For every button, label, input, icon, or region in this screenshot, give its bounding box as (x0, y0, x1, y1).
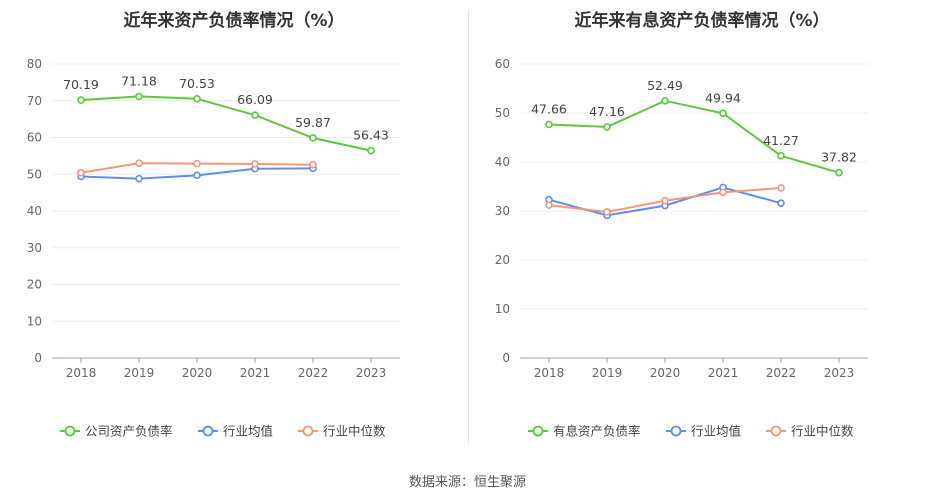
y-tick-label: 50 (27, 167, 42, 181)
y-tick-label: 50 (495, 106, 510, 120)
x-tick-label: 2019 (592, 366, 623, 380)
data-label: 56.43 (353, 128, 389, 143)
legend-item-0: 公司资产负债率 (60, 424, 173, 439)
chart-title: 近年来资产负债率情况（%） (123, 11, 345, 31)
legend-marker-icon (770, 425, 782, 437)
data-point (77, 96, 85, 104)
line-chart-interest-debt-ratio: 0 10 20 30 40 50 60 2018 2019 2020 2021 2022 2023 47.… (495, 57, 868, 439)
data-label: 71.18 (121, 73, 157, 88)
x-tick-label: 2022 (766, 366, 797, 380)
y-tick-label: 20 (495, 253, 510, 267)
x-tick-label: 2020 (650, 366, 681, 380)
x-tick-label: 2021 (240, 366, 271, 380)
legend-marker-icon (670, 425, 682, 437)
y-tick-label: 70 (27, 94, 42, 108)
y-tick-label: 60 (495, 57, 510, 71)
x-tick-label: 2022 (298, 366, 329, 380)
data-label: 70.53 (179, 76, 215, 91)
x-tick-label: 2021 (708, 366, 739, 380)
x-tick-label: 2023 (356, 366, 387, 380)
x-tick-label: 2018 (534, 366, 565, 380)
data-point (367, 146, 375, 155)
data-point (719, 109, 727, 118)
legend-label: 行业中位数 (791, 424, 854, 439)
x-tick-label: 2019 (124, 366, 155, 380)
legend-item-2: 行业中位数 (298, 424, 386, 439)
data-point (719, 188, 727, 197)
y-tick-label: 20 (27, 278, 42, 292)
legend-label: 行业中位数 (323, 424, 386, 439)
data-point (193, 159, 201, 168)
chart-panel-left: 近年来资产负债率情况（%） 0 10 20 30 40 50 60 70 80 2018 2019 2… (0, 0, 468, 460)
data-point (777, 151, 785, 160)
data-point (309, 160, 317, 169)
data-point (777, 199, 785, 207)
data-point (251, 160, 259, 168)
data-label: 47.66 (531, 101, 567, 116)
data-point (777, 184, 785, 192)
legend-marker-icon (64, 425, 76, 437)
x-tick-label: 2018 (66, 366, 97, 380)
legend-label: 行业均值 (691, 424, 741, 439)
data-label: 52.49 (647, 78, 683, 93)
x-tick-label: 2023 (824, 366, 855, 380)
data-point (603, 208, 611, 216)
legend-label: 有息资产负债率 (553, 424, 641, 439)
series-line-0 (80, 95, 372, 152)
line-chart-debt-ratio: 0 10 20 30 40 50 60 70 80 2018 2019 2020 2021 2022 202… (27, 57, 400, 439)
data-point (661, 96, 669, 105)
y-tick-label: 60 (27, 131, 42, 145)
data-label: 70.19 (63, 77, 99, 92)
series-line-0 (548, 99, 840, 174)
legend-marker-icon (202, 425, 214, 437)
y-tick-label: 0 (34, 351, 42, 365)
data-point (545, 120, 553, 129)
y-tick-label: 30 (27, 241, 42, 255)
data-point (251, 111, 259, 119)
data-label: 37.82 (821, 150, 857, 165)
data-point (135, 92, 143, 101)
legend-marker-icon (532, 425, 544, 437)
data-point (545, 201, 553, 209)
y-tick-label: 10 (27, 314, 42, 328)
panel-divider (468, 10, 469, 445)
y-tick-label: 10 (495, 302, 510, 316)
y-tick-label: 40 (495, 155, 510, 169)
data-label: 66.09 (237, 92, 273, 107)
chart-title: 近年来有息资产负债率情况（%） (574, 11, 830, 31)
x-tick-label: 2020 (182, 366, 213, 380)
data-point (309, 134, 317, 142)
data-point (661, 196, 669, 205)
data-point (193, 95, 201, 103)
chart-panel-right: 近年来有息资产负债率情况（%） 0 10 20 30 40 50 60 2018 2019 202… (468, 0, 935, 460)
data-point (193, 171, 201, 180)
data-point (135, 174, 143, 183)
y-tick-label: 0 (502, 351, 510, 365)
legend-item-2: 行业中位数 (766, 424, 854, 439)
legend-item-0: 有息资产负债率 (528, 424, 641, 439)
data-point (603, 123, 611, 131)
data-point (77, 168, 85, 177)
legend-item-1: 行业均值 (198, 424, 273, 439)
legend-marker-icon (302, 425, 314, 437)
data-point (835, 168, 843, 177)
data-label: 49.94 (705, 90, 741, 105)
y-tick-label: 80 (27, 57, 42, 71)
data-source-note: 数据来源：恒生聚源 (408, 475, 526, 490)
data-label: 41.27 (763, 133, 799, 148)
legend-label: 行业均值 (223, 424, 273, 439)
y-tick-label: 30 (495, 204, 510, 218)
data-label: 59.87 (295, 115, 331, 130)
y-tick-label: 40 (27, 204, 42, 218)
legend-item-1: 行业均值 (666, 424, 741, 439)
legend-label: 公司资产负债率 (85, 424, 173, 439)
data-label: 47.16 (589, 104, 625, 119)
data-point (135, 159, 143, 168)
